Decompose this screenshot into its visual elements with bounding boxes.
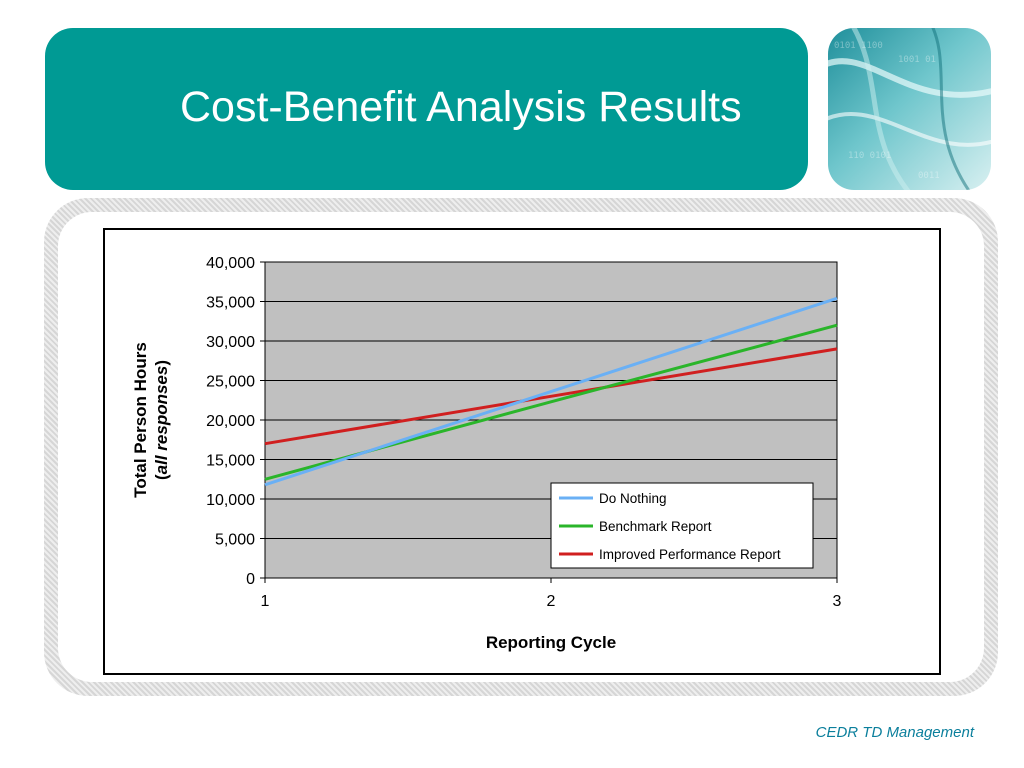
legend-label: Improved Performance Report [599,547,781,562]
series-line [264,347,838,446]
slide-title: Cost-Benefit Analysis Results [180,83,742,131]
footer-text: CEDR TD Management [815,724,974,741]
line-chart: 0 5,000 10,000 15,000 20,000 25,000 30,000 35,0… [103,228,941,675]
y-tick-label: 10,000 [206,492,255,509]
svg-text:1001 01: 1001 01 [898,55,936,65]
digital-data-image: 0101 1100 1001 01 110 0101 0011 [828,28,991,190]
x-tick-label: 3 [833,593,842,610]
svg-text:110 0101: 110 0101 [848,151,891,161]
x-tick-label: 1 [261,593,270,610]
y-axis-title: Total Person Hours [131,342,150,498]
chart-canvas: 0 5,000 10,000 15,000 20,000 25,000 30,000 35,0… [131,255,842,652]
legend-label: Do Nothing [599,491,667,506]
y-tick-label: 15,000 [206,453,255,470]
y-tick-label: 20,000 [206,413,255,430]
y-tick-label: 35,000 [206,295,255,312]
y-tick-label: 0 [246,571,255,588]
y-tick-label: 40,000 [206,255,255,272]
y-axis-title-note: (all responses) [152,360,171,480]
series-line [264,296,838,487]
legend-box [550,482,814,569]
svg-text:0101 1100: 0101 1100 [834,41,883,51]
x-axis-title: Reporting Cycle [486,633,616,652]
legend-label: Benchmark Report [599,519,712,534]
y-tick-label: 30,000 [206,334,255,351]
y-tick-label: 5,000 [215,532,255,549]
y-tick-label: 25,000 [206,374,255,391]
svg-text:0011: 0011 [918,171,940,181]
x-tick-label: 2 [547,593,556,610]
title-banner [45,28,808,190]
